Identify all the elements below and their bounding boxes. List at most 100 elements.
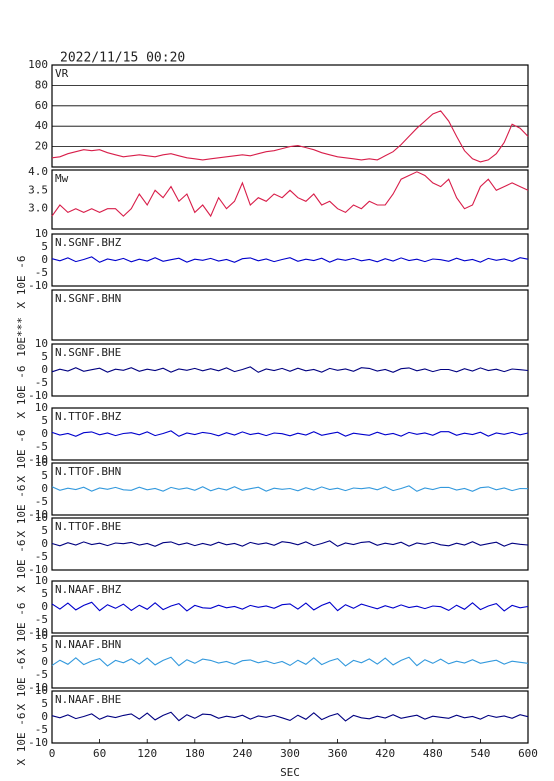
- y-axis-label: X 10E -6: [15, 658, 28, 711]
- y-axis-label: 10E***: [15, 317, 28, 357]
- x-tick-label: 480: [423, 747, 443, 760]
- x-tick-label: 0: [49, 747, 56, 760]
- y-tick-label: -10: [28, 279, 48, 292]
- y-tick-label: 10: [35, 684, 48, 697]
- y-tick-label: 60: [35, 99, 48, 112]
- y-tick-label: 0: [41, 482, 48, 495]
- panel-frame: [51, 233, 529, 287]
- y-tick-label: 5: [41, 469, 48, 482]
- y-tick-label: -10: [28, 626, 48, 639]
- panel-title: N.SGNF.BHE: [55, 346, 121, 359]
- y-tick-label: -10: [28, 389, 48, 402]
- y-tick-label: 10: [35, 337, 48, 350]
- data-line: [51, 110, 529, 163]
- data-line: [51, 656, 529, 667]
- panel-title: N.TTOF.BHN: [55, 465, 121, 478]
- y-tick-label: -5: [35, 376, 48, 389]
- y-axis-label: X 10E -6: [15, 713, 28, 766]
- y-tick-label: -5: [35, 550, 48, 563]
- chart-title: 2022/11/15 00:20: [60, 51, 185, 66]
- y-axis-label: X 10E -6: [15, 430, 28, 483]
- panel-frame: [51, 289, 529, 341]
- y-tick-label: 0: [41, 655, 48, 668]
- y-axis-label: X 10E -6: [15, 540, 28, 593]
- x-tick-label: 180: [185, 747, 205, 760]
- panel-title: N.TTOF.BHZ: [55, 410, 122, 423]
- data-line: [51, 601, 529, 612]
- y-tick-label: 10: [35, 227, 48, 240]
- y-tick-label: 0: [41, 710, 48, 723]
- y-tick-label: -10: [28, 736, 48, 749]
- panel-frame: [51, 169, 529, 230]
- y-tick-label: -5: [35, 668, 48, 681]
- x-tick-label: 120: [137, 747, 157, 760]
- y-tick-label: 5: [41, 350, 48, 363]
- panel-frame: [51, 635, 529, 689]
- y-tick-label: -10: [28, 453, 48, 466]
- x-tick-label: 300: [280, 747, 300, 760]
- data-line: [51, 171, 529, 218]
- y-tick-label: -5: [35, 723, 48, 736]
- y-axis-label: X 10E -6: [15, 256, 28, 309]
- y-tick-label: 5: [41, 414, 48, 427]
- y-tick-label: 5: [41, 697, 48, 710]
- y-tick-label: 3.0: [28, 202, 48, 215]
- y-tick-label: 5: [41, 587, 48, 600]
- y-tick-label: 5: [41, 642, 48, 655]
- panel-title: N.SGNF.BHN: [55, 292, 121, 305]
- y-tick-label: -5: [35, 495, 48, 508]
- y-axis-label: X 10E -6: [15, 485, 28, 538]
- panel-frame: [51, 64, 529, 168]
- panel-title: N.NAAF.BHN: [55, 638, 121, 651]
- y-tick-label: 0: [41, 363, 48, 376]
- panel-title: N.SGNF.BHZ: [55, 236, 122, 249]
- y-tick-label: -5: [35, 266, 48, 279]
- y-tick-label: 10: [35, 629, 48, 642]
- y-tick-label: 5: [41, 240, 48, 253]
- y-tick-label: 10: [35, 511, 48, 524]
- panel-title: N.NAAF.BHZ: [55, 583, 122, 596]
- y-tick-label: -10: [28, 563, 48, 576]
- y-tick-label: 40: [35, 119, 48, 132]
- y-tick-label: 0: [41, 253, 48, 266]
- y-tick-label: 4.0: [28, 165, 48, 178]
- panel-frame: [51, 407, 529, 461]
- panel-title: N.TTOF.BHE: [55, 520, 121, 533]
- y-tick-label: 3.5: [28, 183, 48, 196]
- panel-title: N.NAAF.BHE: [55, 693, 121, 706]
- data-line: [51, 430, 529, 437]
- y-axis-label: X 10E -6: [15, 366, 28, 419]
- y-tick-label: 10: [35, 456, 48, 469]
- y-tick-label: 80: [35, 78, 48, 91]
- y-tick-label: 5: [41, 524, 48, 537]
- data-line: [51, 485, 529, 492]
- y-tick-label: -10: [28, 508, 48, 521]
- panel-frame: [51, 690, 529, 744]
- y-tick-label: -5: [35, 440, 48, 453]
- x-tick-label: 600: [518, 747, 538, 760]
- panel-title: Mw: [55, 172, 69, 185]
- panel-frame: [51, 580, 529, 634]
- data-line: [51, 711, 529, 722]
- data-line: [51, 540, 529, 547]
- x-axis-label: SEC: [280, 766, 300, 779]
- y-tick-label: -10: [28, 681, 48, 694]
- x-tick-label: 240: [232, 747, 252, 760]
- panel-frame: [51, 462, 529, 516]
- y-tick-label: 10: [35, 401, 48, 414]
- x-tick-label: 420: [375, 747, 395, 760]
- y-tick-label: 0: [41, 600, 48, 613]
- x-tick-label: 540: [470, 747, 490, 760]
- data-line: [51, 256, 529, 263]
- data-line: [51, 366, 529, 373]
- y-tick-label: 0: [41, 537, 48, 550]
- y-axis-label: X 10E -6: [15, 603, 28, 656]
- panel-title: VR: [55, 67, 69, 80]
- y-tick-label: 0: [41, 427, 48, 440]
- x-tick-label: 60: [93, 747, 106, 760]
- y-tick-label: -5: [35, 613, 48, 626]
- x-tick-label: 360: [328, 747, 348, 760]
- y-tick-label: 100: [28, 58, 48, 71]
- y-tick-label: 10: [35, 574, 48, 587]
